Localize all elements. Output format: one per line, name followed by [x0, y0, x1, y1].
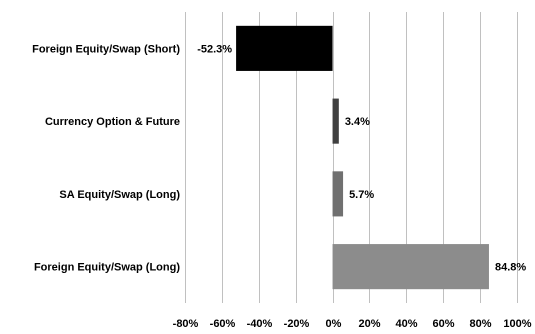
x-tick-label: -80%	[173, 318, 199, 329]
bar	[236, 25, 333, 71]
data-label: 84.8%	[495, 262, 526, 274]
bar	[332, 171, 344, 217]
x-tick-label: 20%	[358, 318, 380, 329]
data-label: 5.7%	[349, 189, 374, 201]
bar	[332, 244, 489, 290]
x-tick-label: 80%	[469, 318, 491, 329]
x-tick-label: -20%	[284, 318, 310, 329]
x-tick-label: -40%	[247, 318, 273, 329]
bar	[332, 98, 339, 144]
bars	[236, 25, 489, 290]
category-label: Foreign Equity/Swap (Short)	[32, 43, 180, 55]
data-label: 3.4%	[345, 116, 370, 128]
category-label: SA Equity/Swap (Long)	[59, 189, 180, 201]
x-tick-label: 60%	[432, 318, 454, 329]
category-label: Foreign Equity/Swap (Long)	[34, 262, 180, 274]
value-labels: -52.3% 3.4% 5.7% 84.8%	[197, 43, 526, 273]
x-tick-label: -60%	[210, 318, 236, 329]
x-tick-labels: -80% -60% -40% -20% 0% 20% 40% 60% 80% 100%	[173, 318, 532, 330]
x-tick-label: 40%	[395, 318, 417, 329]
data-label: -52.3%	[197, 43, 232, 55]
category-labels: Foreign Equity/Swap (Short) Currency Opti…	[32, 43, 180, 273]
category-label: Currency Option & Future	[45, 116, 180, 128]
x-tick-label: 0%	[326, 318, 342, 329]
x-tick-label: 100%	[503, 318, 531, 329]
